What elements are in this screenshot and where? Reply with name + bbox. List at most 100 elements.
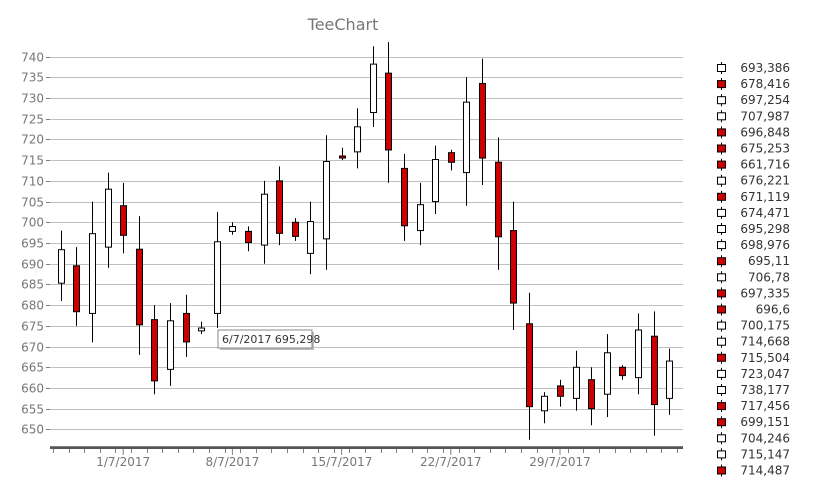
candle[interactable]: [635, 313, 642, 395]
candle[interactable]: [526, 292, 533, 440]
candle-body-down: [276, 180, 283, 234]
legend-label: 715,504: [740, 351, 790, 365]
candle-body-up: [541, 395, 548, 412]
candle[interactable]: [510, 201, 517, 330]
candle[interactable]: [619, 365, 626, 380]
legend-label: 714,668: [740, 335, 790, 349]
y-tick-label: 680: [21, 299, 44, 313]
candle[interactable]: [276, 166, 283, 246]
candle[interactable]: [666, 348, 673, 415]
candle-body-up: [261, 193, 268, 246]
candle-body-up: [604, 352, 611, 395]
candle[interactable]: [229, 222, 236, 235]
candle-body-up: [370, 63, 377, 113]
candles-layer[interactable]: [58, 42, 673, 440]
candle[interactable]: [495, 137, 502, 270]
x-tick-label: 1/7/2017: [96, 455, 150, 469]
candle[interactable]: [588, 367, 595, 426]
candle[interactable]: [448, 149, 455, 171]
tooltip: 6/7/2017 695,298: [217, 329, 320, 350]
candle[interactable]: [198, 321, 205, 335]
candle-body-up: [573, 366, 580, 399]
legend-symbol-down: [717, 192, 726, 201]
candle[interactable]: [354, 108, 361, 169]
candle[interactable]: [463, 77, 470, 206]
legend-label: 695,11: [748, 254, 790, 268]
candle-body-down: [510, 230, 517, 304]
candle-body-up: [89, 233, 96, 314]
candle-body-down: [151, 319, 158, 382]
legend-symbol-down: [717, 160, 726, 169]
tooltip-text: 6/7/2017 695,298: [222, 333, 320, 346]
candle[interactable]: [105, 172, 112, 268]
candle-body-up: [463, 101, 470, 174]
legend-label: 693,386: [740, 61, 790, 75]
candle[interactable]: [432, 145, 439, 214]
y-tick-label: 700: [21, 216, 44, 230]
candle[interactable]: [370, 46, 377, 127]
candle-body-down: [245, 230, 252, 244]
candle[interactable]: [651, 311, 658, 436]
legend-label: 678,416: [740, 77, 790, 91]
legend-label: 723,047: [740, 367, 790, 381]
candle[interactable]: [167, 303, 174, 386]
candle[interactable]: [120, 182, 127, 254]
candle[interactable]: [214, 211, 221, 328]
candle-body-down: [136, 248, 143, 326]
legend-item: 699,151: [717, 415, 790, 429]
candle[interactable]: [604, 334, 611, 417]
candle[interactable]: [151, 305, 158, 395]
candle[interactable]: [183, 294, 190, 357]
legend-label: 676,221: [740, 174, 790, 188]
candle-body-up: [229, 226, 236, 232]
candle[interactable]: [307, 201, 314, 275]
candle-body-down: [651, 335, 658, 406]
candle[interactable]: [573, 350, 580, 411]
candle-body-down: [120, 205, 127, 236]
legend-item: 693,386: [717, 61, 790, 75]
candle[interactable]: [292, 218, 299, 241]
legend-label: 675,253: [740, 142, 790, 156]
candle-body-up: [58, 249, 65, 284]
candle[interactable]: [73, 247, 80, 326]
legend-symbol-up: [717, 225, 726, 233]
legend-symbol-down: [717, 402, 726, 411]
candle-body-down: [495, 161, 502, 238]
legend-label: 696,6: [756, 303, 790, 317]
candle-body-down: [448, 152, 455, 163]
legend-item: 707,987: [717, 109, 790, 123]
candle[interactable]: [401, 153, 408, 241]
candle[interactable]: [136, 216, 143, 355]
candle[interactable]: [479, 58, 486, 185]
candle[interactable]: [417, 182, 424, 246]
candle[interactable]: [58, 230, 65, 301]
legend-symbol-up: [717, 176, 726, 185]
legend-label: 717,456: [740, 399, 790, 413]
candle[interactable]: [89, 201, 96, 343]
legend-label: 707,987: [740, 109, 790, 123]
y-tick-label: 665: [21, 361, 44, 375]
x-tick-label: 15/7/2017: [311, 455, 373, 469]
legend-label: 674,471: [740, 206, 790, 220]
candle[interactable]: [245, 226, 252, 252]
legend-label: 704,246: [740, 431, 790, 445]
legend-symbol-up: [717, 241, 726, 250]
candle[interactable]: [323, 135, 330, 270]
candle[interactable]: [261, 180, 268, 264]
candle[interactable]: [541, 392, 548, 424]
candle[interactable]: [385, 42, 392, 183]
legend-label: 738,177: [740, 383, 790, 397]
y-tick-label: 710: [21, 175, 44, 189]
legend-symbol-down: [717, 257, 726, 266]
candle-body-down: [526, 323, 533, 408]
legend-item: 696,848: [717, 125, 790, 139]
candle[interactable]: [557, 379, 564, 407]
candle-body-down: [73, 265, 80, 313]
candle[interactable]: [339, 147, 346, 161]
y-tick-label: 730: [21, 92, 44, 106]
x-tick-label: 29/7/2017: [529, 455, 591, 469]
y-tick-label: 655: [21, 403, 44, 417]
y-tick-label: 650: [21, 423, 44, 437]
x-tick-label: 8/7/2017: [205, 455, 259, 469]
